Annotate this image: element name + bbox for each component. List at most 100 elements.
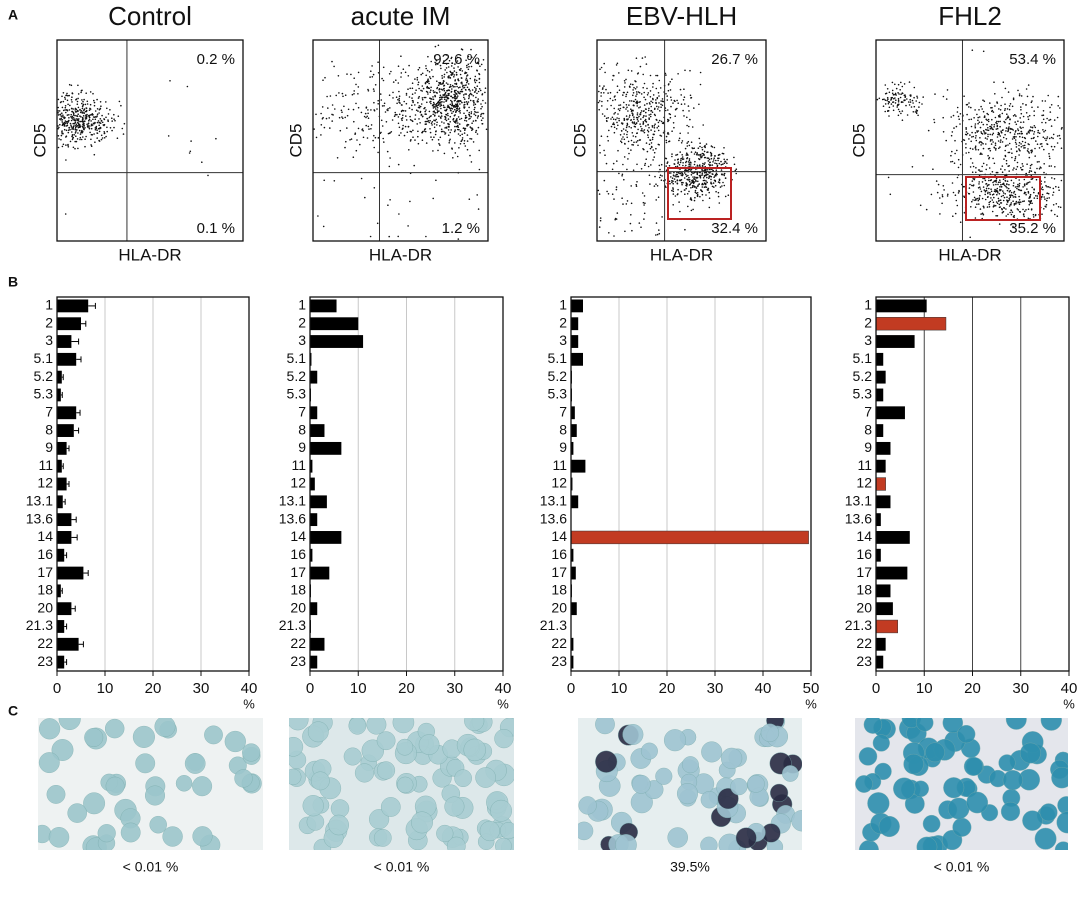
event-dot xyxy=(429,120,431,122)
event-dot xyxy=(1023,116,1025,118)
event-dot xyxy=(699,176,701,178)
event-dot xyxy=(1035,127,1037,129)
event-dot xyxy=(647,130,649,132)
event-dot xyxy=(438,45,440,47)
event-dot xyxy=(987,136,989,138)
event-dot xyxy=(657,75,659,77)
event-dot xyxy=(462,137,464,139)
cell xyxy=(285,769,301,785)
event-dot xyxy=(973,191,975,193)
event-dot xyxy=(991,127,993,129)
event-dot xyxy=(1058,96,1060,98)
event-dot xyxy=(440,95,442,97)
event-dot xyxy=(679,151,681,153)
event-dot xyxy=(674,178,676,180)
event-dot xyxy=(613,235,615,237)
event-dot xyxy=(1015,158,1017,160)
event-dot xyxy=(977,117,979,119)
event-dot xyxy=(456,118,458,120)
event-dot xyxy=(689,181,691,183)
event-dot xyxy=(1003,207,1005,209)
event-dot xyxy=(68,117,70,119)
event-dot xyxy=(418,69,420,71)
event-dot xyxy=(905,105,907,107)
event-dot xyxy=(883,98,885,100)
event-dot xyxy=(1059,107,1061,109)
event-dot xyxy=(979,186,981,188)
event-dot xyxy=(352,94,354,96)
event-dot xyxy=(108,113,110,115)
event-dot xyxy=(673,175,675,177)
event-dot xyxy=(471,94,473,96)
event-dot xyxy=(635,184,637,186)
event-dot xyxy=(453,76,455,78)
event-dot xyxy=(677,189,679,191)
event-dot xyxy=(479,88,481,90)
event-dot xyxy=(475,76,477,78)
event-dot xyxy=(1039,147,1041,149)
event-dot xyxy=(972,162,974,164)
event-dot xyxy=(405,110,407,112)
event-dot xyxy=(71,101,73,103)
cell xyxy=(873,735,890,752)
event-dot xyxy=(987,206,989,208)
event-dot xyxy=(971,136,973,138)
event-dot xyxy=(954,162,956,164)
event-dot xyxy=(643,97,645,99)
event-dot xyxy=(96,99,98,101)
event-dot xyxy=(627,158,629,160)
x-axis-label: HLA-DR xyxy=(118,245,181,264)
event-dot xyxy=(707,157,709,159)
event-dot xyxy=(327,107,329,109)
event-dot xyxy=(448,118,450,120)
event-dot xyxy=(113,127,115,129)
event-dot xyxy=(1004,134,1006,136)
event-dot xyxy=(432,105,434,107)
cell xyxy=(193,826,213,846)
bar xyxy=(310,371,317,384)
event-dot xyxy=(59,124,61,126)
event-dot xyxy=(435,180,437,182)
event-dot xyxy=(81,99,83,101)
event-dot xyxy=(983,130,985,132)
event-dot xyxy=(465,115,467,117)
event-dot xyxy=(64,109,66,111)
event-dot xyxy=(63,101,65,103)
event-dot xyxy=(638,91,640,93)
event-dot xyxy=(623,133,625,135)
event-dot xyxy=(419,122,421,124)
event-dot xyxy=(94,122,96,124)
event-dot xyxy=(703,177,705,179)
event-dot xyxy=(80,121,82,123)
event-dot xyxy=(1011,192,1013,194)
event-dot xyxy=(475,82,477,84)
event-dot xyxy=(994,105,996,107)
event-dot xyxy=(602,88,604,90)
event-dot xyxy=(401,120,403,122)
event-dot xyxy=(1016,188,1018,190)
event-dot xyxy=(415,89,417,91)
event-dot xyxy=(1041,196,1043,198)
event-dot xyxy=(370,128,372,130)
y-tick-label: 3 xyxy=(298,332,306,348)
event-dot xyxy=(1022,201,1024,203)
event-dot xyxy=(717,160,719,162)
event-dot xyxy=(436,122,438,124)
event-dot xyxy=(896,88,898,90)
event-dot xyxy=(387,151,389,153)
event-dot xyxy=(699,138,701,140)
event-dot xyxy=(92,119,94,121)
event-dot xyxy=(599,85,601,87)
event-dot xyxy=(713,182,715,184)
event-dot xyxy=(914,87,916,89)
event-dot xyxy=(1044,138,1046,140)
event-dot xyxy=(424,107,426,109)
event-dot xyxy=(688,177,690,179)
event-dot xyxy=(454,96,456,98)
event-dot xyxy=(648,131,650,133)
event-dot xyxy=(711,158,713,160)
event-dot xyxy=(363,137,365,139)
event-dot xyxy=(989,148,991,150)
bar xyxy=(57,620,64,633)
event-dot xyxy=(456,72,458,74)
